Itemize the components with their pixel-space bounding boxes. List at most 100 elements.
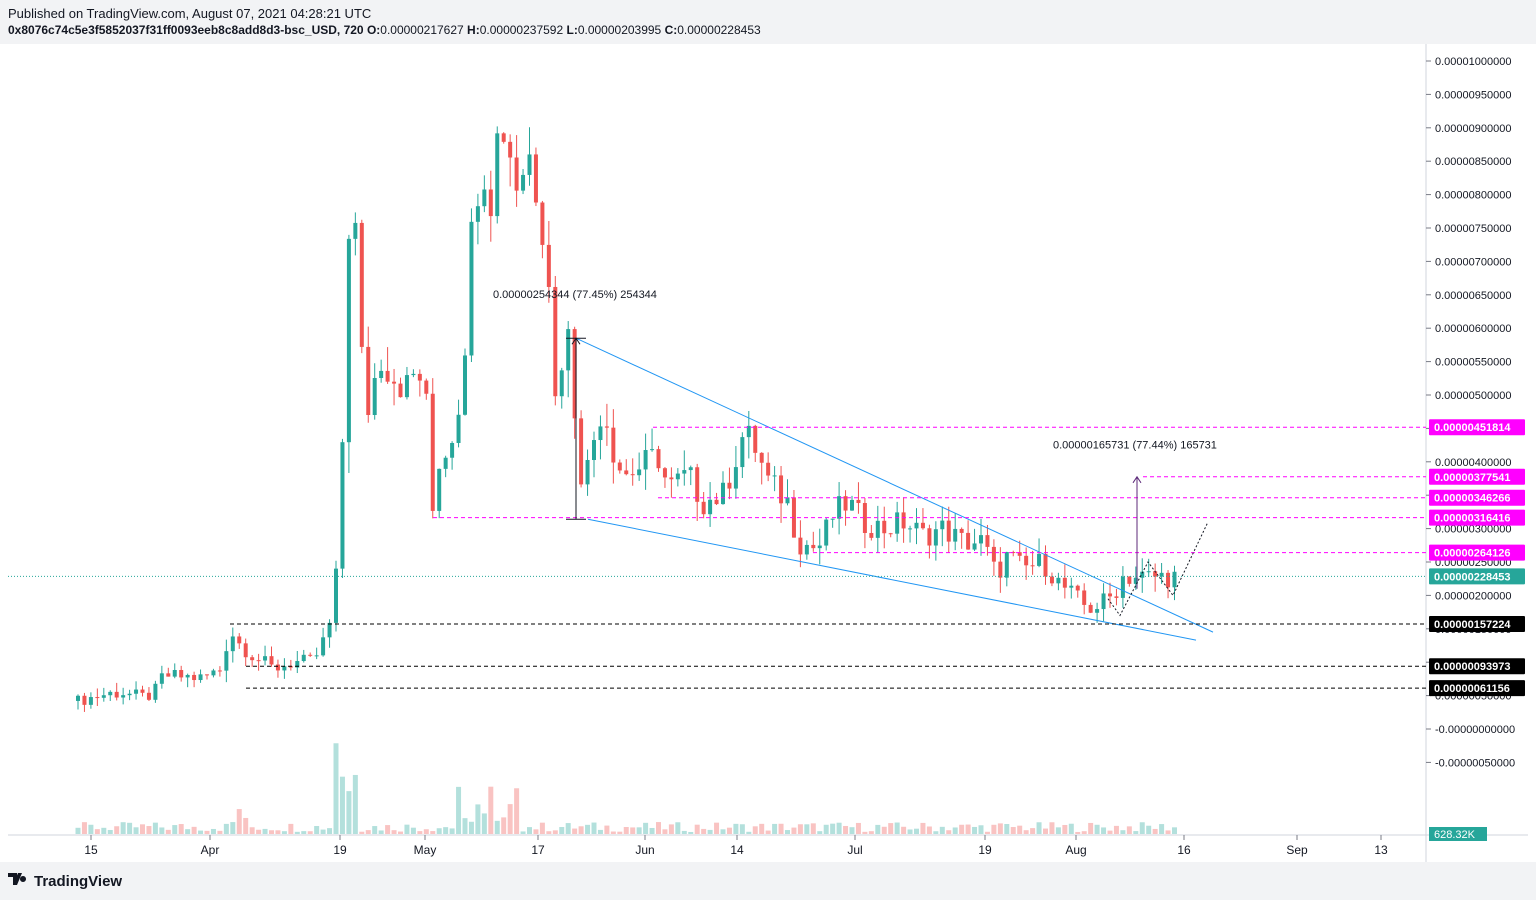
volume-bar [914, 828, 919, 834]
candle-body [908, 528, 913, 530]
volume-bar [75, 827, 81, 834]
candle-body [733, 467, 738, 489]
volume-bar [785, 830, 790, 834]
y-axis-tick-label: 0.00000600000 [1435, 323, 1511, 335]
volume-bar [617, 831, 623, 834]
volume-bar [656, 822, 661, 834]
volume-bar [688, 831, 694, 834]
candle-body [404, 375, 409, 398]
candle-series [76, 126, 1177, 712]
volume-bar [701, 828, 707, 834]
price-level-tag-label: 0.00000316416 [1434, 513, 1510, 525]
volume-bar [778, 823, 784, 834]
volume-bar [165, 829, 171, 834]
x-axis-tick-label: 16 [1177, 843, 1191, 857]
volume-bar [662, 829, 668, 834]
candle-body [1030, 565, 1035, 567]
candle-body [875, 520, 880, 538]
candle-body [166, 673, 171, 677]
tradingview-logo-text: TradingView [34, 873, 123, 890]
candle-body [217, 670, 222, 672]
volume-bar [301, 831, 307, 834]
price-level-tag-label: 0.00000264126 [1434, 548, 1510, 560]
chart-header: Published on TradingView.com, August 07,… [0, 0, 1536, 44]
volume-bar [643, 822, 649, 834]
candle-body [450, 442, 455, 458]
volume-bar [1107, 830, 1113, 834]
y-axis-tick-label: 0.00000300000 [1435, 524, 1511, 536]
candle-body [933, 529, 938, 546]
volume-bar [417, 831, 423, 834]
candle-body [185, 674, 190, 678]
volume-bar [604, 825, 610, 834]
candle-body [798, 537, 803, 555]
candle-body [88, 697, 93, 705]
candle-body [159, 673, 164, 684]
price-level-tag-label: 0.00000451814 [1434, 422, 1511, 434]
volume-bar [488, 786, 494, 834]
price-level-tag [1429, 658, 1525, 675]
volume-bar [146, 826, 152, 834]
volume-bar [539, 822, 545, 834]
candle-body [540, 202, 545, 245]
volume-tag-label: 628.32K [1434, 829, 1476, 841]
tradingview-logo: TradingView [8, 872, 122, 890]
candle-body [456, 414, 461, 443]
candle-body [198, 674, 203, 681]
low-label: L: [566, 23, 578, 37]
candle-body [424, 380, 429, 394]
chart-svg[interactable]: 0.000010500000.000010000000.000009500000… [8, 23, 1528, 862]
candle-body [630, 474, 635, 476]
y-axis-tick-label: 0.00000200000 [1435, 590, 1511, 602]
candle-body [533, 154, 538, 203]
candle-body [592, 440, 596, 461]
candle-body [1146, 571, 1151, 573]
candle-body [1088, 604, 1093, 613]
x-axis-tick-label: Jun [635, 843, 654, 857]
volume-bar [159, 827, 165, 834]
volume-bar [359, 831, 365, 834]
candle-body [527, 154, 532, 175]
chart-area[interactable]: 0.000010500000.000010000000.000009500000… [8, 23, 1528, 862]
candle-body [766, 462, 771, 476]
volume-bar [636, 827, 642, 834]
candle-body [269, 656, 274, 665]
volume-bar [1126, 826, 1132, 834]
projected-path [1107, 521, 1209, 617]
volume-bar [1068, 823, 1074, 834]
ohlc-bar: 0x8076c74c5e3f5852037f31ff0093eeb8c8add8… [8, 23, 761, 37]
candle-body [1075, 585, 1080, 591]
candle-body [224, 651, 229, 671]
volume-bar [378, 830, 384, 834]
candle-body [134, 689, 139, 694]
price-level-tag [1429, 568, 1525, 585]
candle-body [727, 482, 732, 489]
volume-bar [978, 825, 984, 834]
candle-body [1166, 572, 1171, 588]
volume-bar [681, 830, 687, 834]
candle-body [1159, 572, 1164, 577]
candle-body [746, 425, 751, 438]
volume-bar [868, 831, 874, 834]
candle-body [559, 370, 564, 397]
volume-bar [481, 813, 487, 834]
price-level-tag [1429, 419, 1525, 436]
candle-body [779, 475, 784, 504]
candle-body [172, 669, 177, 677]
volume-bar [559, 827, 565, 834]
volume-bar [1152, 828, 1158, 834]
wedge-lower-trendline [587, 518, 1197, 641]
candle-body [127, 693, 132, 696]
candle-body [572, 329, 577, 419]
x-axis-tick-label: 15 [84, 843, 98, 857]
candle-body [443, 457, 448, 469]
volume-bar [320, 829, 326, 834]
candle-body [675, 473, 680, 480]
candle-body [862, 503, 867, 533]
candle-body [895, 512, 900, 534]
candle-body [946, 520, 951, 542]
candle-body [101, 695, 106, 698]
candle-body [940, 520, 945, 530]
candle-body [637, 469, 642, 476]
volume-bar [288, 823, 294, 834]
